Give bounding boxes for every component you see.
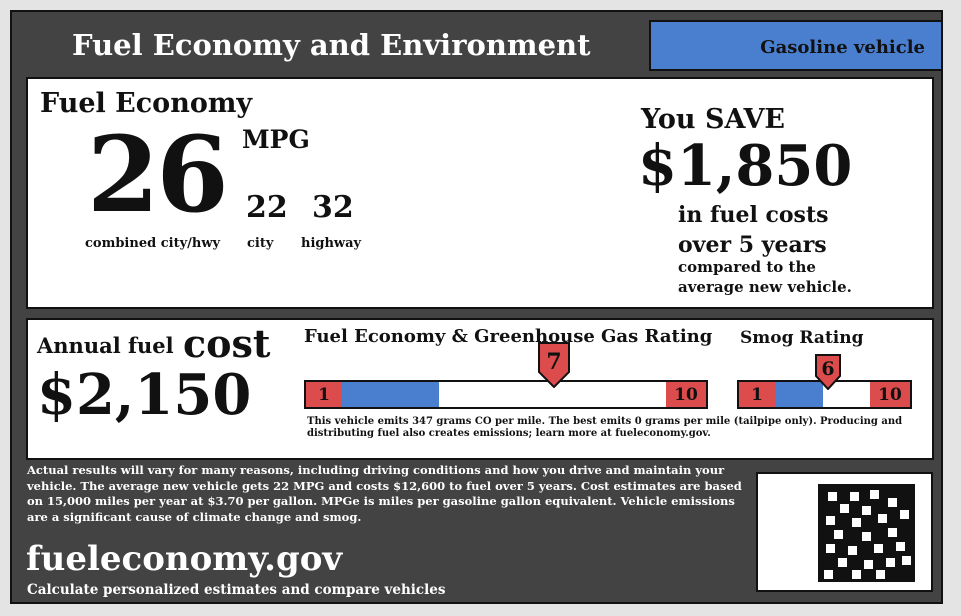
cost-rating-panel: Annual fuel cost $2,150 Fuel Economy & G… xyxy=(26,318,934,460)
ghg-rating-fill xyxy=(342,382,439,407)
smog-min-endcap: 1 xyxy=(739,382,775,407)
smog-max-label: 10 xyxy=(878,384,902,405)
qr-code-box[interactable] xyxy=(756,472,933,592)
ghg-rating-bar: 1 10 xyxy=(304,380,708,409)
highway-label: highway xyxy=(301,236,362,251)
savings-line-2: over 5 years xyxy=(678,232,827,258)
site-tagline: Calculate personalized estimates and com… xyxy=(27,582,446,598)
fuel-economy-heading: Fuel Economy xyxy=(40,88,253,119)
smog-pointer-icon: 6 xyxy=(815,354,841,390)
annual-cost-amount: $2,150 xyxy=(37,362,252,428)
combined-label: combined city/hwy xyxy=(85,236,221,251)
savings-line-4: average new vehicle. xyxy=(678,278,852,296)
fuel-economy-label: Fuel Economy and Environment Gasoline ve… xyxy=(10,10,943,604)
fuel-economy-panel: Fuel Economy 26 MPG 22 32 combined city/… xyxy=(26,77,934,309)
city-label: city xyxy=(247,236,274,251)
smog-min-label: 1 xyxy=(751,384,763,405)
annual-fuel-label: Annual fuel xyxy=(37,333,174,358)
fueleconomy-site-link[interactable]: fueleconomy.gov xyxy=(26,539,343,579)
smog-rating-fill xyxy=(775,382,823,407)
you-save-heading: You SAVE xyxy=(641,104,785,135)
vehicle-type-text: Gasoline vehicle xyxy=(760,37,925,58)
ghg-pointer-icon: 7 xyxy=(538,342,570,388)
qr-code-icon[interactable] xyxy=(818,484,915,582)
disclaimer-text: Actual results will vary for many reason… xyxy=(27,463,742,524)
highway-mpg-value: 32 xyxy=(312,190,354,225)
label-title: Fuel Economy and Environment xyxy=(72,28,591,62)
ghg-rating-title: Fuel Economy & Greenhouse Gas Rating xyxy=(304,326,713,347)
ghg-pointer-value: 7 xyxy=(546,349,561,375)
ghg-max-label: 10 xyxy=(674,384,698,405)
smog-rating-title: Smog Rating xyxy=(740,328,864,348)
vehicle-type-box: Gasoline vehicle xyxy=(649,20,943,71)
savings-line-3: compared to the xyxy=(678,258,816,276)
combined-mpg-value: 26 xyxy=(87,113,229,236)
savings-amount: $1,850 xyxy=(638,133,853,199)
savings-line-1: in fuel costs xyxy=(678,202,829,228)
smog-rating-bar: 1 10 xyxy=(737,380,912,409)
ghg-min-endcap: 1 xyxy=(306,382,342,407)
ghg-min-label: 1 xyxy=(318,384,330,405)
mpg-unit: MPG xyxy=(242,125,310,154)
city-mpg-value: 22 xyxy=(246,190,288,225)
emissions-note: This vehicle emits 347 grams CO per mile… xyxy=(307,416,903,439)
smog-max-endcap: 10 xyxy=(870,382,910,407)
ghg-max-endcap: 10 xyxy=(666,382,706,407)
annual-cost-word: cost xyxy=(183,321,271,366)
smog-pointer-value: 6 xyxy=(821,358,834,380)
